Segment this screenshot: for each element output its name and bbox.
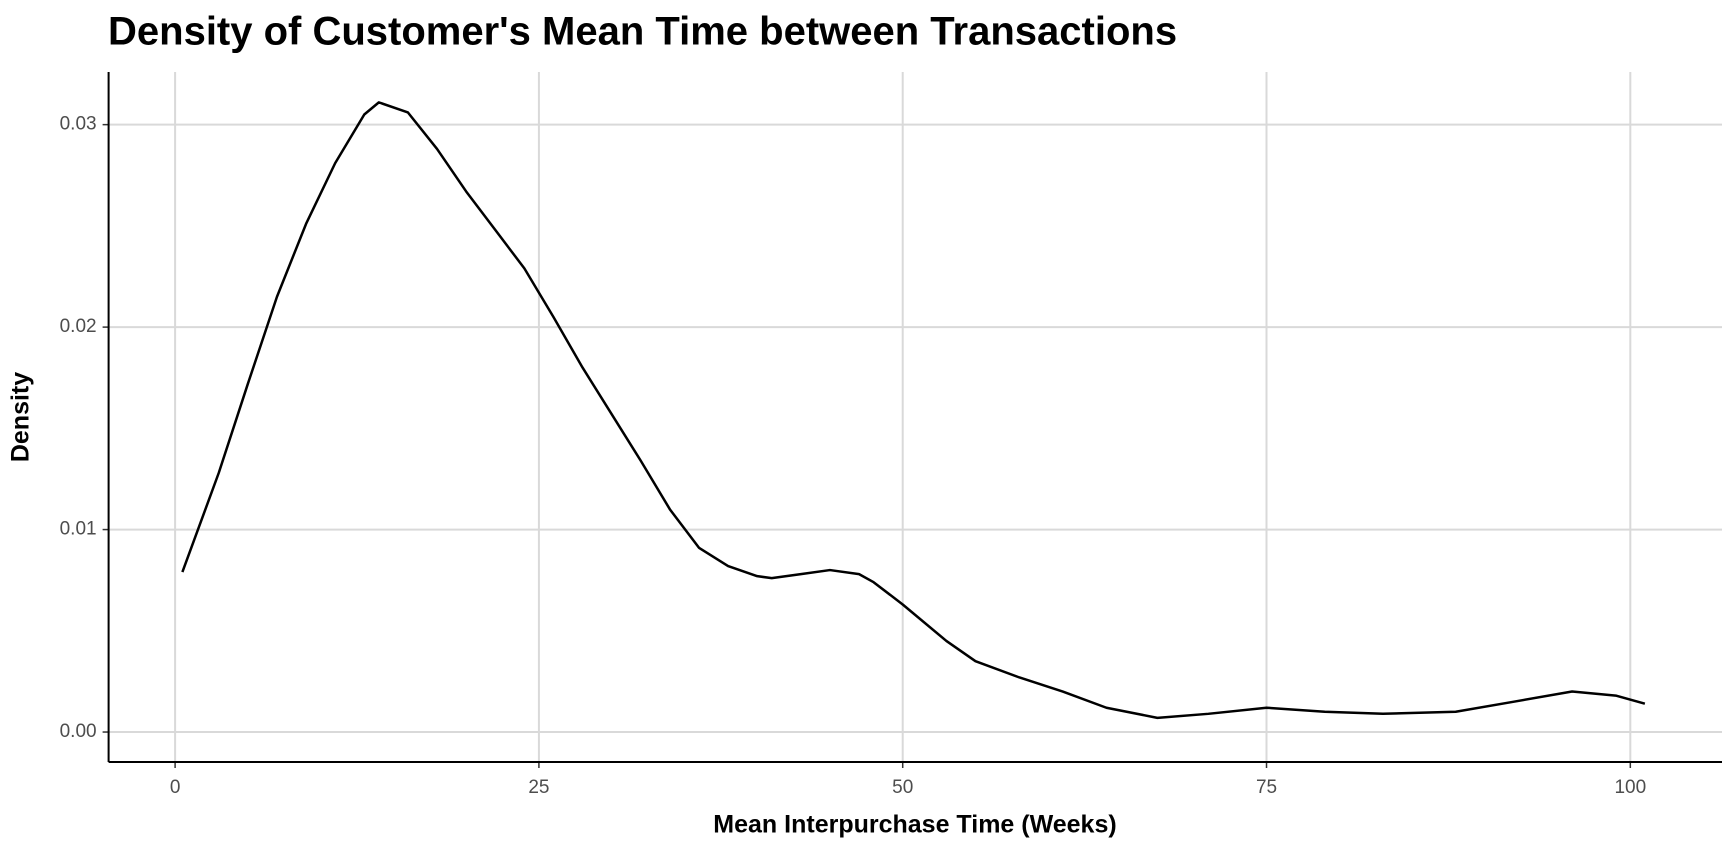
density-line xyxy=(181,101,1646,720)
chart-title: Density of Customer's Mean Time between … xyxy=(108,10,1177,54)
y-tick-label: 0.03 xyxy=(60,114,97,135)
x-tick-label: 0 xyxy=(170,777,181,798)
x-axis-label: Mean Interpurchase Time (Weeks) xyxy=(713,811,1116,839)
x-tick-label: 100 xyxy=(1614,777,1646,798)
y-tick-label: 0.00 xyxy=(60,721,97,742)
x-tick-label: 50 xyxy=(892,777,913,798)
x-tick-label: 75 xyxy=(1256,777,1277,798)
y-axis-label: Density xyxy=(7,372,35,462)
x-tick-label: 25 xyxy=(528,777,549,798)
y-tick-label: 0.01 xyxy=(60,519,97,540)
y-tick-label: 0.02 xyxy=(60,316,97,337)
